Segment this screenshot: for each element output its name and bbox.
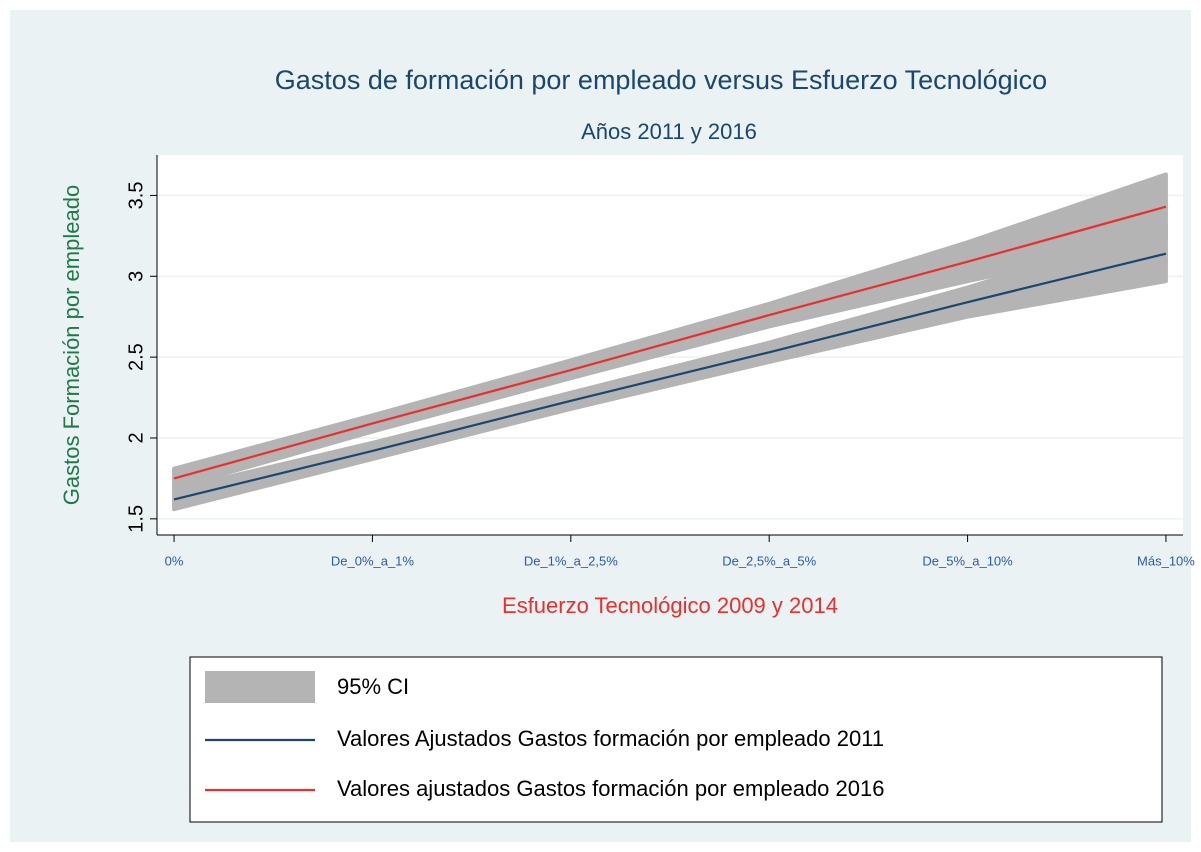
y-axis-label: Gastos Formación por empleado <box>59 185 84 505</box>
legend-label: 95% CI <box>337 674 409 699</box>
y-tick-label: 3.5 <box>125 182 147 210</box>
x-tick-label: 0% <box>165 553 184 568</box>
fit-line <box>173 252 1167 501</box>
chart-subtitle: Años 2011 y 2016 <box>581 119 757 144</box>
y-tick-label: 2.5 <box>125 343 147 371</box>
x-axis-label: Esfuerzo Tecnológico 2009 y 2014 <box>502 593 838 618</box>
x-tick-label: Más_10% <box>1137 553 1195 568</box>
x-tick-label: De_5%_a_10% <box>922 553 1013 568</box>
legend <box>189 656 1163 823</box>
x-tick-label: De_2,5%_a_5% <box>722 553 816 568</box>
y-tick-label: 2 <box>125 432 147 443</box>
legend-label: Valores ajustados Gastos formación por e… <box>337 776 884 801</box>
legend-swatch <box>205 671 315 703</box>
x-tick-label: De_1%_a_2,5% <box>524 553 618 568</box>
x-tick-label: De_0%_a_1% <box>331 553 415 568</box>
legend-label: Valores Ajustados Gastos formación por e… <box>337 726 884 751</box>
chart-title: Gastos de formación por empleado versus … <box>275 65 1047 95</box>
y-tick-label: 1.5 <box>125 505 147 533</box>
fit-line <box>173 205 1167 480</box>
y-tick-label: 3 <box>125 271 147 282</box>
